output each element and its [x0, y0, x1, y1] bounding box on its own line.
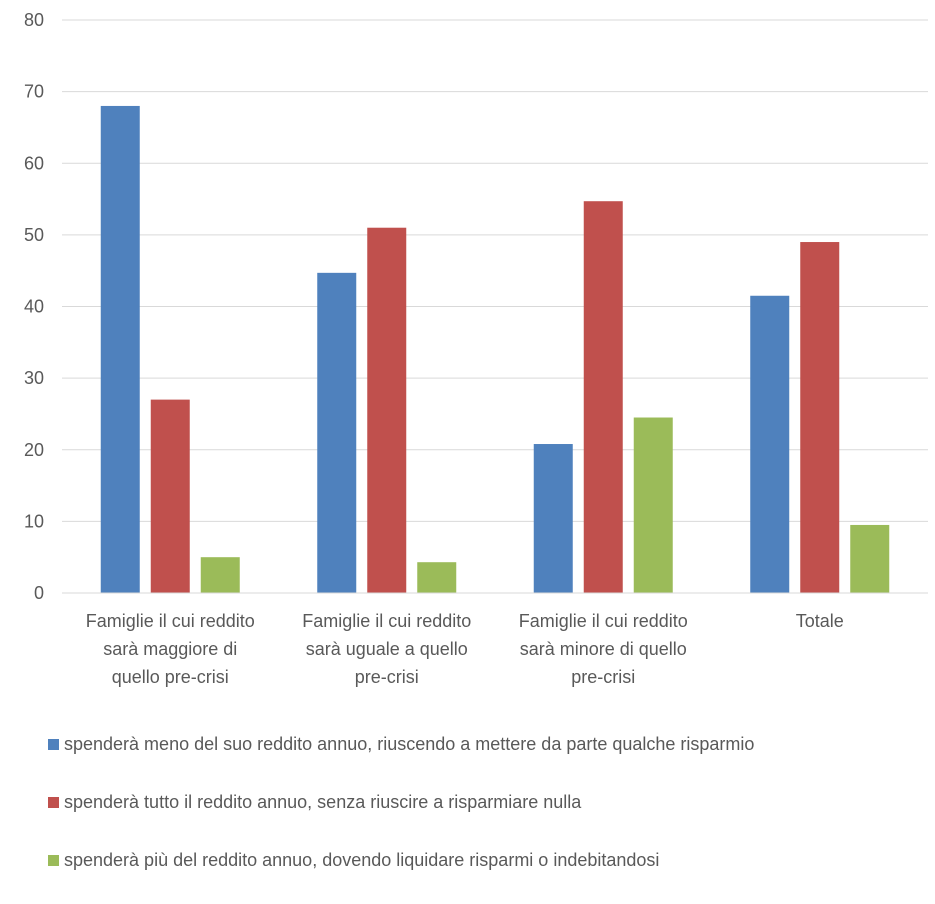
y-axis-tick-labels: 0 10 20 30 40 50 60 70 80	[24, 10, 44, 603]
x-category-label: pre-crisi	[571, 667, 635, 687]
y-tick-label: 10	[24, 511, 44, 531]
x-category-label: Totale	[796, 611, 844, 631]
bar-chart: 0 10 20 30 40 50 60 70 80 Famiglie il cui reddit…	[24, 10, 928, 687]
legend: spenderà meno del suo reddito annuo, riu…	[48, 730, 928, 904]
y-tick-label: 30	[24, 368, 44, 388]
y-tick-label: 60	[24, 153, 44, 173]
legend-item-1: spenderà meno del suo reddito annuo, riu…	[48, 730, 928, 758]
x-category-label: sarà minore di quello	[520, 639, 687, 659]
x-category-label: sarà maggiore di	[103, 639, 237, 659]
bar-series-3-category-1	[200, 557, 240, 593]
bar-series-3-category-4	[850, 524, 890, 593]
x-category-label: quello pre-crisi	[112, 667, 229, 687]
y-tick-label: 80	[24, 10, 44, 30]
y-tick-label: 70	[24, 82, 44, 102]
legend-item-3: spenderà più del reddito annuo, dovendo …	[48, 846, 928, 874]
legend-label: spenderà tutto il reddito annuo, senza r…	[64, 791, 582, 812]
bar-series-2-category-2	[367, 227, 407, 593]
x-axis-category-labels: Famiglie il cui reddito sarà maggiore di q…	[86, 611, 844, 687]
x-category-label: Famiglie il cui reddito	[519, 611, 688, 631]
y-tick-label: 40	[24, 297, 44, 317]
y-tick-label: 50	[24, 225, 44, 245]
legend-label: spenderà meno del suo reddito annuo, riu…	[64, 733, 755, 754]
x-category-label: pre-crisi	[355, 667, 419, 687]
bar-series-2-category-3	[583, 201, 623, 593]
legend-item-2: spenderà tutto il reddito annuo, senza r…	[48, 788, 928, 816]
legend-label: spenderà più del reddito annuo, dovendo …	[64, 849, 660, 870]
bar-series-2-category-4	[800, 242, 840, 593]
bar-series-1-category-3	[533, 444, 573, 593]
x-category-label: Famiglie il cui reddito	[302, 611, 471, 631]
x-category-label: Famiglie il cui reddito	[86, 611, 255, 631]
bar-series-1-category-1	[100, 105, 140, 593]
gridlines	[62, 19, 928, 522]
legend-swatch	[48, 738, 59, 750]
legend-swatch	[48, 796, 59, 808]
y-tick-label: 20	[24, 440, 44, 460]
x-category-label: sarà uguale a quello	[306, 639, 468, 659]
bars	[100, 105, 890, 593]
bar-series-1-category-4	[750, 295, 790, 593]
bar-series-2-category-1	[150, 399, 190, 593]
y-tick-label: 0	[34, 583, 44, 603]
bar-series-3-category-2	[417, 562, 457, 593]
legend-swatch	[48, 854, 59, 866]
bar-series-1-category-2	[317, 272, 357, 593]
bar-series-3-category-3	[633, 417, 673, 593]
